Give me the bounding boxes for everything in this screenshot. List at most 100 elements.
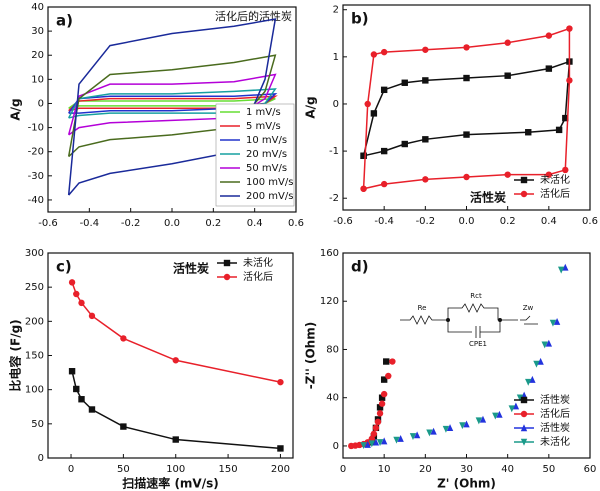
marker xyxy=(364,100,371,108)
marker xyxy=(360,185,367,192)
x-tick-label: 0.0 xyxy=(459,216,475,227)
y-tick-label: 250 xyxy=(25,282,44,293)
marker xyxy=(504,39,511,46)
marker xyxy=(120,423,127,430)
marker xyxy=(380,376,388,383)
y-axis-label: -Z'' (Ohm) xyxy=(304,322,318,389)
legend-label: 1 mV/s xyxy=(246,107,281,118)
y-tick-label: 0 xyxy=(333,441,339,452)
marker xyxy=(463,173,470,181)
y-tick-label: 0 xyxy=(333,99,339,110)
marker xyxy=(120,335,127,342)
y-tick-label: -1 xyxy=(329,146,339,157)
x-tick-label: 40 xyxy=(501,464,514,475)
panel-label: d) xyxy=(351,258,369,276)
y-tick-label: 30 xyxy=(31,26,44,37)
marker xyxy=(360,442,367,450)
panel-label: a) xyxy=(56,12,73,30)
marker xyxy=(223,259,231,267)
panel-label: b) xyxy=(351,10,369,28)
panel-label: c) xyxy=(56,258,72,276)
y-tick-label: 300 xyxy=(25,248,44,259)
marker xyxy=(520,190,528,198)
marker xyxy=(364,441,371,448)
marker xyxy=(277,445,284,452)
marker xyxy=(413,431,421,439)
x-tick-label: 100 xyxy=(166,464,185,475)
legend-label: 活化后 xyxy=(243,270,273,283)
marker xyxy=(422,176,429,183)
marker xyxy=(525,378,532,386)
series-line xyxy=(67,18,277,196)
x-tick-label: 0 xyxy=(340,464,346,475)
marker xyxy=(545,65,553,72)
marker xyxy=(372,424,380,432)
marker xyxy=(172,436,179,443)
series-line xyxy=(68,92,278,114)
marker xyxy=(380,437,388,445)
marker xyxy=(88,406,96,413)
annotation: 活化后的活性炭 xyxy=(215,9,292,23)
y-tick-label: 2 xyxy=(333,5,339,16)
marker xyxy=(475,417,483,425)
y-tick-label: 40 xyxy=(31,2,44,13)
marker xyxy=(409,433,417,440)
marker xyxy=(516,394,524,402)
marker xyxy=(545,339,553,347)
marker xyxy=(277,378,284,386)
marker xyxy=(380,180,388,188)
marker xyxy=(401,79,408,86)
legend-label: 未活化 xyxy=(540,173,570,186)
x-tick-label: 60 xyxy=(584,464,597,475)
x-tick-label: -0.6 xyxy=(333,216,353,227)
x-axis-label: Z' (Ohm) xyxy=(437,477,496,491)
marker xyxy=(88,312,96,320)
series-line xyxy=(71,282,281,383)
marker xyxy=(463,44,470,51)
marker xyxy=(545,171,553,178)
y-tick-label: 10 xyxy=(31,74,44,85)
marker xyxy=(370,51,378,58)
x-tick-label: 0 xyxy=(68,464,74,475)
marker xyxy=(492,412,499,420)
circuit-label: CPE1 xyxy=(469,340,487,348)
x-tick-label: 0.4 xyxy=(247,218,263,229)
marker xyxy=(533,360,540,368)
legend-label: 5 mV/s xyxy=(246,121,281,132)
x-tick-label: -0.4 xyxy=(374,216,394,227)
marker xyxy=(383,358,390,365)
marker xyxy=(401,140,408,148)
y-axis-label: A/g xyxy=(9,98,23,120)
marker xyxy=(520,391,528,399)
marker xyxy=(78,396,85,403)
marker xyxy=(520,424,528,432)
marker xyxy=(504,171,511,178)
marker xyxy=(368,440,376,448)
marker xyxy=(380,390,388,398)
marker xyxy=(562,166,569,174)
marker xyxy=(397,435,404,442)
marker xyxy=(73,290,80,298)
legend-label: 活化后 xyxy=(540,187,570,200)
legend-label: 未活化 xyxy=(540,435,570,448)
x-tick-label: 10 xyxy=(378,464,391,475)
x-tick-label: 50 xyxy=(117,464,130,475)
series-line xyxy=(68,88,277,119)
marker xyxy=(380,48,388,56)
marker xyxy=(520,410,528,418)
legend-label: 活化后 xyxy=(540,407,570,420)
marker xyxy=(463,420,470,428)
marker xyxy=(446,424,454,432)
marker xyxy=(78,299,85,307)
circuit-label: Zw xyxy=(523,304,534,312)
series-line xyxy=(362,27,571,190)
x-tick-label: 0.0 xyxy=(164,218,180,229)
marker xyxy=(378,394,386,401)
y-tick-label: 1 xyxy=(333,52,339,63)
x-tick-label: -0.2 xyxy=(121,218,141,229)
y-tick-label: -30 xyxy=(28,171,44,182)
marker xyxy=(430,427,437,435)
y-tick-label: -10 xyxy=(28,123,44,134)
marker xyxy=(378,400,386,407)
y-tick-label: 160 xyxy=(320,248,339,259)
